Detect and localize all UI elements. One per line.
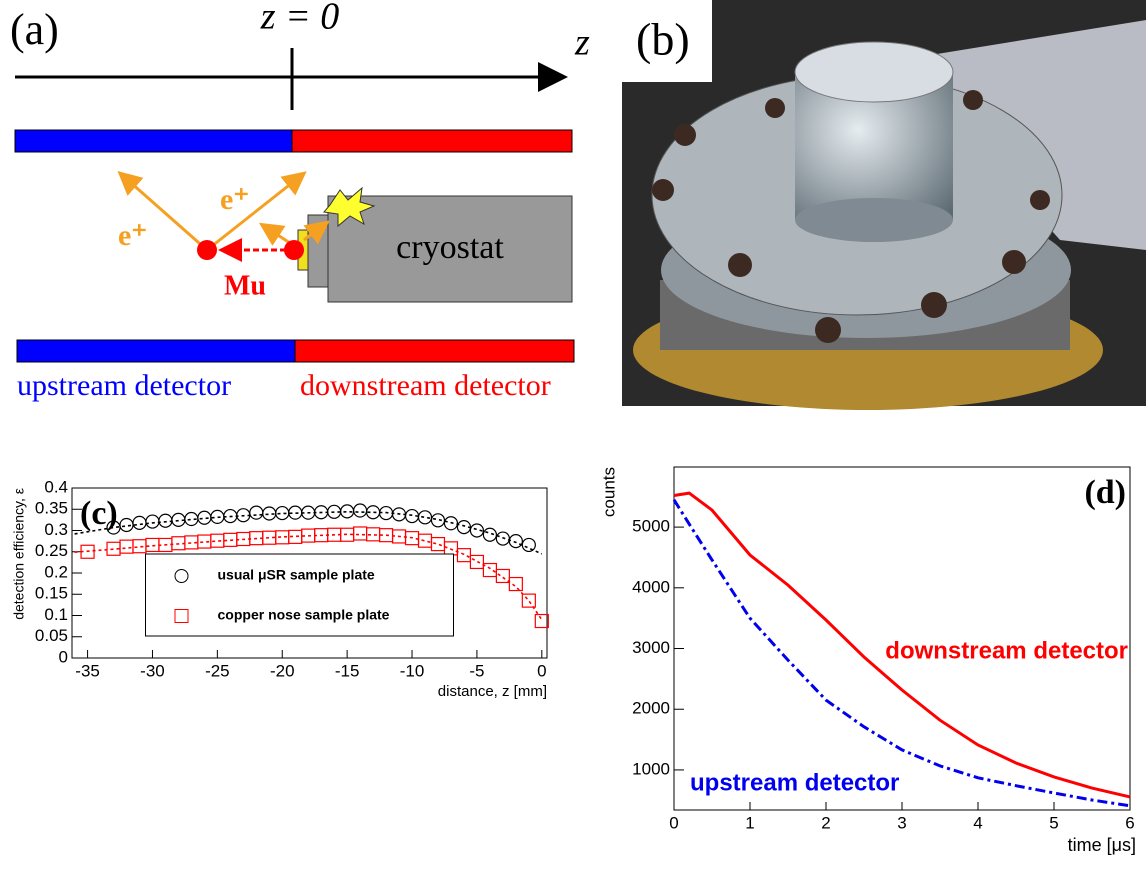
y-tick-label: 0.1 (44, 605, 68, 624)
panel-b: (b) (622, 0, 1146, 410)
muonium-dot (284, 240, 304, 260)
muonium-label: Mu (224, 270, 266, 301)
y-axis-label: counts (599, 467, 618, 517)
y-tick-label: 2000 (632, 699, 670, 718)
chart: 0 0.05 0.1 0.15 0.2 0.25 0.3 0.35 0.4 -35 -30 -25 -2… (11, 477, 549, 699)
x-tick-label: -35 (75, 661, 100, 680)
panel-label: (b) (636, 14, 690, 65)
x-tick-label: -30 (140, 661, 165, 680)
x-tick-label: -10 (400, 661, 425, 680)
positron-label: e⁺ (118, 219, 147, 252)
page: { "panel_a": { "label": "(a)", "z_zero":… (0, 0, 1146, 869)
positron-label: e⁺ (220, 183, 249, 216)
data-point (133, 540, 146, 553)
downstream-label: downstream detector (300, 369, 551, 402)
panel-a: (a) z = 0 z cryostat e⁺ e⁺ Mu upstream d… (10, 0, 590, 402)
cylinder-top (795, 42, 953, 102)
x-tick-label: 6 (1125, 813, 1134, 832)
y-tick-label: 0.05 (35, 626, 68, 645)
panel-label: (c) (80, 495, 118, 532)
panel-label: (d) (1084, 474, 1126, 511)
x-tick-label: 1 (745, 813, 754, 832)
data-point (250, 506, 263, 519)
downstream-bar-top (292, 130, 572, 152)
data-point (133, 516, 146, 529)
data-point (470, 555, 483, 568)
x-tick-label: -20 (270, 661, 295, 680)
y-tick-label: 5000 (632, 517, 670, 536)
figure: (a) z = 0 z cryostat e⁺ e⁺ Mu upstream d… (0, 0, 1146, 869)
data-point (457, 549, 470, 562)
data-point (509, 578, 522, 591)
z-zero-label: z = 0 (260, 0, 339, 38)
x-tick-label: 4 (973, 813, 982, 832)
data-point (120, 518, 133, 531)
x-tick-label: 3 (897, 813, 906, 832)
data-point (431, 514, 444, 527)
upstream-bar-top (15, 130, 292, 152)
x-tick-label: -5 (469, 661, 484, 680)
data-point (522, 594, 535, 607)
y-tick-label: 0.25 (35, 541, 68, 560)
data-point (354, 504, 367, 517)
y-axis-label: detection efficiency, ε (11, 488, 27, 620)
y-tick-label: 0.35 (35, 499, 68, 518)
x-tick-label: 0 (537, 661, 546, 680)
annotation: upstream detector (690, 769, 899, 796)
y-tick-label: 0.3 (44, 520, 68, 539)
y-tick-label: 0 (59, 647, 68, 666)
y-tick-label: 3000 (632, 638, 670, 657)
data-point (146, 538, 159, 551)
data-point (431, 538, 444, 551)
annotation: downstream detector (885, 637, 1128, 664)
x-axis-label: distance, z [mm] (438, 683, 547, 700)
upstream-bar-bottom (17, 340, 295, 362)
chart: 1000 2000 3000 4000 5000 0 1 2 3 4 5 6 counts time [μ… (599, 467, 1136, 855)
data-point (354, 527, 367, 540)
legend-label: copper nose sample plate (218, 607, 390, 623)
x-tick-label: -25 (205, 661, 230, 680)
x-tick-label: 0 (669, 813, 678, 832)
data-point (522, 538, 535, 551)
cylinder-bottom (795, 198, 953, 242)
y-tick-label: 1000 (632, 759, 670, 778)
downstream-bar-bottom (295, 340, 574, 362)
x-tick-label: 5 (1049, 813, 1058, 832)
data-point (419, 534, 432, 547)
data-point (120, 540, 133, 553)
panel-label: (a) (10, 5, 59, 54)
upstream-label: upstream detector (17, 369, 231, 402)
y-tick-label: 0.4 (44, 477, 68, 496)
y-tick-label: 0.15 (35, 584, 68, 603)
muonium-dot (197, 240, 217, 260)
data-point (198, 511, 211, 524)
y-tick-label: 4000 (632, 577, 670, 596)
legend-label: usual μSR sample plate (218, 567, 375, 583)
x-tick-label: 2 (821, 813, 830, 832)
x-tick-label: -15 (335, 661, 360, 680)
data-point (496, 569, 509, 582)
data-point (509, 535, 522, 548)
data-point (535, 615, 548, 628)
z-axis-label: z (574, 22, 590, 64)
data-point (483, 528, 496, 541)
cryostat-label: cryostat (396, 229, 504, 266)
data-point (146, 515, 159, 528)
x-axis-label: time [μs] (1068, 835, 1136, 855)
y-tick-label: 0.2 (44, 562, 68, 581)
